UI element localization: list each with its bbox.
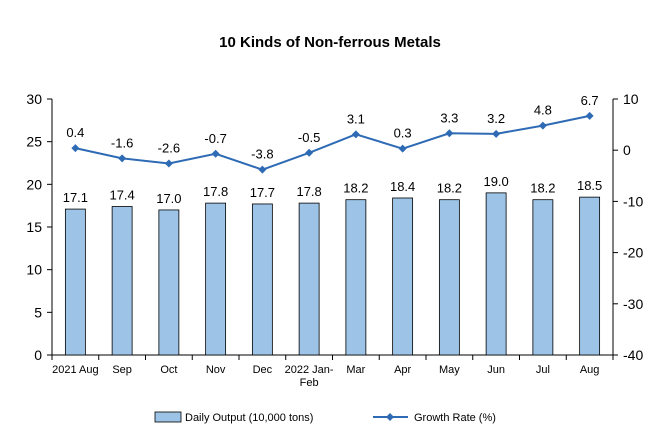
x-axis-tick-label: May [439,364,460,376]
legend-bar-label: Daily Output (10,000 tons) [185,412,313,424]
bar-data-label: 17.7 [250,185,275,200]
line-data-label: -2.6 [158,141,180,156]
bar-data-label: 17.1 [63,190,88,205]
bar [111,206,133,356]
line-data-label: 0.3 [394,126,412,141]
line-point [585,111,594,120]
bar-data-label: 18.2 [343,181,368,196]
line-point [258,165,267,174]
x-axis-tick-label: Apr [394,364,411,376]
bar [251,203,273,356]
bar [298,202,320,356]
line-point [164,159,173,168]
chart-title: 10 Kinds of Non-ferrous Metals [219,34,441,51]
growth-rate-line [75,114,590,171]
bar-data-label: 19.0 [483,174,508,189]
right-axis-tick-label: 0 [623,142,631,158]
line-point [492,129,501,138]
x-axis-tick-label: 2022 Jan- [285,364,334,376]
legend-line-marker [386,413,394,421]
bar-data-label: 18.5 [577,178,602,193]
right-axis-tick-label: -10 [623,193,643,209]
x-axis-tick-label: Feb [300,377,319,389]
bar [532,199,554,356]
bar [205,202,227,356]
line-point [351,130,360,139]
line-data-label: 6.7 [581,93,599,108]
x-axis-tick-label: Sep [112,364,132,376]
line-point [118,154,127,163]
left-axis-tick-label: 5 [34,304,42,320]
bar-data-label: 18.2 [530,181,555,196]
x-axis-tick-label: Jul [536,364,550,376]
line-data-label: -1.6 [111,135,133,150]
left-axis-tick-label: 15 [26,219,42,235]
x-axis-tick-label: Dec [253,364,273,376]
right-axis-tick-label: -40 [623,347,643,363]
line-data-label: -0.7 [204,131,226,146]
left-axis-tick-label: 25 [26,134,42,150]
left-axis-tick-label: 0 [34,347,42,363]
bar [579,196,601,356]
legend-line-label: Growth Rate (%) [414,412,496,424]
left-axis-tick-label: 30 [26,91,42,107]
x-axis-tick-label: Aug [580,364,600,376]
line-data-label: 3.2 [487,111,505,126]
line-data-label: -0.5 [298,130,320,145]
line-data-label: 4.8 [534,103,552,118]
right-axis-tick-label: -30 [623,296,643,312]
x-axis-tick-label: Nov [206,364,226,376]
bar [64,208,86,356]
x-axis-tick-label: Mar [346,364,365,376]
line-data-label: 3.1 [347,111,365,126]
bar-data-label: 17.8 [296,184,321,199]
left-axis-tick-label: 10 [26,262,42,278]
bar-data-label: 18.2 [437,181,462,196]
left-axis-tick-label: 20 [26,176,42,192]
bar [438,199,460,356]
line-data-label: -3.8 [251,147,273,162]
bar-data-label: 18.4 [390,179,415,194]
line-point [398,144,407,153]
line-point [538,121,547,130]
right-axis-tick-label: 10 [623,91,639,107]
bar [485,192,507,356]
right-axis-tick-label: -20 [623,245,643,261]
line-point [305,148,314,157]
bar [158,209,180,356]
line-point [71,144,80,153]
bar [345,199,367,356]
line-point [445,129,454,138]
line-data-label: 3.3 [440,110,458,125]
bar-data-label: 17.4 [109,188,134,203]
line-data-label: 0.4 [66,125,84,140]
bar-data-label: 17.0 [156,191,181,206]
legend-bar-swatch [154,411,182,423]
x-axis-tick-label: Jun [487,364,505,376]
bar-data-label: 17.8 [203,184,228,199]
line-point [211,149,220,158]
x-axis-tick-label: Oct [160,364,177,376]
x-axis-tick-label: 2021 Aug [52,364,99,376]
bar [392,197,414,356]
